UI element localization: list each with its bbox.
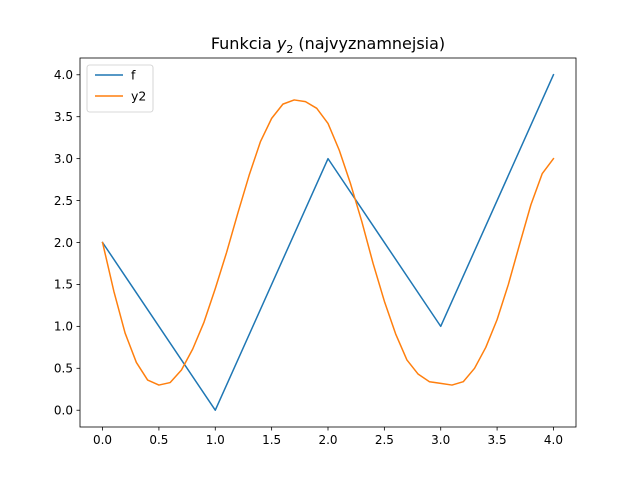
legend-label-f: f bbox=[131, 68, 136, 83]
x-tick-label: 0.5 bbox=[149, 433, 168, 447]
y-tick-label: 3.0 bbox=[54, 152, 73, 166]
x-tick-label: 3.0 bbox=[431, 433, 450, 447]
y-tick-label: 2.0 bbox=[54, 236, 73, 250]
series-line-f bbox=[101, 73, 555, 411]
axes-frame bbox=[79, 57, 577, 428]
x-tick-label: 3.5 bbox=[488, 433, 507, 447]
x-tick-label: 2.0 bbox=[318, 433, 337, 447]
y-tick-label: 4.0 bbox=[54, 68, 73, 82]
y-tick-label: 1.5 bbox=[54, 278, 73, 292]
x-tick-label: 2.5 bbox=[375, 433, 394, 447]
x-tick-label: 0.0 bbox=[93, 433, 112, 447]
series-line-y2 bbox=[101, 99, 555, 386]
plot-area: 0.0 0.5 1.0 1.5 2.0 2.5 3.0 3.5 4.0 0.0 0.5 1.0 1.5 2… bbox=[54, 57, 577, 447]
chart-title-var: y bbox=[276, 34, 287, 53]
x-tick-label: 4.0 bbox=[544, 433, 563, 447]
chart-title: Funkcia y2 (najvyznamnejsia) bbox=[211, 34, 445, 56]
y-tick-label: 2.5 bbox=[54, 194, 73, 208]
legend-label-y2: y2 bbox=[131, 89, 146, 104]
y-tick-label: 3.5 bbox=[54, 110, 73, 124]
y-tick-label: 0.0 bbox=[54, 404, 73, 418]
y-tick-label: 1.0 bbox=[54, 320, 73, 334]
legend: f y2 bbox=[86, 64, 154, 113]
y-tick-label: 0.5 bbox=[54, 362, 73, 376]
x-tick-label: 1.0 bbox=[206, 433, 225, 447]
chart-title-main: Funkcia bbox=[211, 34, 277, 53]
legend-box bbox=[86, 64, 154, 113]
chart-title-sub: 2 bbox=[286, 43, 293, 56]
chart-title-rest: (najvyznamnejsia) bbox=[293, 34, 445, 53]
x-tick-label: 1.5 bbox=[262, 433, 281, 447]
